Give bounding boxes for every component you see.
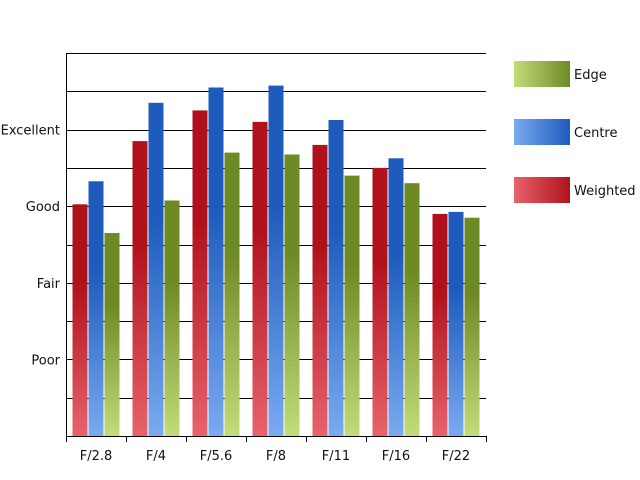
- x-tick-label: F/22: [442, 449, 470, 464]
- x-tick-label: F/5.6: [200, 449, 233, 464]
- bar-centre-3: [268, 85, 284, 436]
- legend: Edge Centre Weighted: [514, 61, 636, 203]
- bar-centre-4: [328, 120, 344, 436]
- y-tick-labels: Poor Fair Good Excellent: [1, 124, 61, 369]
- x-tick-label: F/4: [146, 449, 166, 464]
- x-tick-label: F/11: [322, 449, 350, 464]
- legend-swatch-edge: [514, 61, 570, 87]
- bar-edge-1: [164, 200, 180, 436]
- bar-weighted-4: [312, 144, 328, 436]
- bar-weighted-0: [72, 204, 88, 436]
- bar-centre-5: [388, 158, 404, 437]
- bar-edge-0: [104, 233, 120, 436]
- bar-weighted-3: [252, 121, 268, 437]
- legend-swatch-weighted: [514, 177, 570, 203]
- bar-edge-3: [284, 154, 300, 436]
- x-tick-labels: F/2.8 F/4 F/5.6 F/8 F/11 F/16 F/22: [80, 449, 470, 464]
- bar-weighted-2: [192, 110, 208, 437]
- y-tick-label: Good: [26, 200, 60, 215]
- bar-centre-0: [88, 181, 104, 436]
- bar-edge-6: [464, 217, 480, 436]
- x-tick-label: F/2.8: [80, 449, 113, 464]
- legend-label-centre: Centre: [574, 126, 617, 141]
- bar-edge-2: [224, 152, 240, 436]
- bar-weighted-1: [132, 141, 148, 436]
- bar-centre-6: [448, 211, 464, 436]
- bar-centre-2: [208, 87, 224, 436]
- y-tick-label: Excellent: [1, 124, 60, 139]
- bar-edge-4: [344, 175, 360, 436]
- bar-groups: [72, 85, 480, 437]
- bar-weighted-6: [432, 213, 448, 436]
- bar-weighted-5: [372, 167, 388, 436]
- y-tick-label: Fair: [37, 277, 61, 292]
- bar-centre-1: [148, 102, 164, 437]
- legend-label-weighted: Weighted: [574, 184, 636, 199]
- axes: [66, 53, 487, 442]
- y-tick-label: Poor: [31, 353, 60, 368]
- x-tick-label: F/8: [266, 449, 286, 464]
- x-tick-label: F/16: [382, 449, 410, 464]
- legend-swatch-centre: [514, 119, 570, 145]
- legend-label-edge: Edge: [574, 68, 607, 83]
- bar-edge-5: [404, 183, 420, 436]
